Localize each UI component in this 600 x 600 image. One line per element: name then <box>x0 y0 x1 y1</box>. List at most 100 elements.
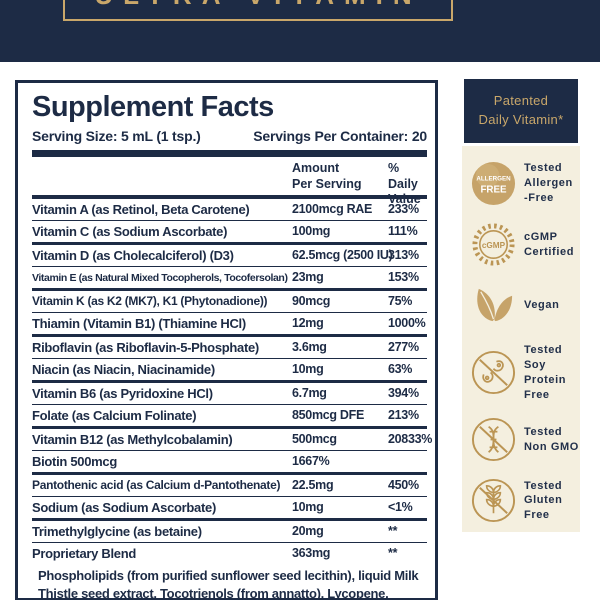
svg-text:ALLERGEN: ALLERGEN <box>476 176 511 183</box>
nutrient-amount: 3.6mg <box>292 340 327 354</box>
nutrient-daily-value: 213% <box>388 408 419 422</box>
nutrient-amount: 20mg <box>292 524 324 538</box>
non-gmo-dna-icon <box>470 416 517 463</box>
supplement-facts-panel: Supplement Facts Serving Size: 5 mL (1 t… <box>15 80 438 600</box>
cgmp-seal-icon: cGMP <box>470 221 517 268</box>
nutrient-daily-value: 1000% <box>388 316 426 330</box>
badge-label: Tested Non GMO <box>524 426 579 453</box>
fact-row: Vitamin B6 (as Pyridoxine HCl) 6.7mg 394… <box>32 383 427 405</box>
panel-title: Supplement Facts <box>32 91 274 123</box>
nutrient-amount: 23mg <box>292 270 324 284</box>
fact-row: Niacin (as Niacin, Niacinamide) 10mg 63% <box>32 359 427 383</box>
nutrient-daily-value: 63% <box>388 362 413 376</box>
fact-row: Sodium (as Sodium Ascorbate) 10mg <1% <box>32 497 427 521</box>
fact-row: Thiamin (Vitamin B1) (Thiamine HCl) 12mg… <box>32 313 427 337</box>
fact-row: Biotin 500mcg 1667% <box>32 451 427 475</box>
fact-row: Pantothenic acid (as Calcium d-Pantothen… <box>32 475 427 497</box>
fact-row: Vitamin C (as Sodium Ascorbate) 100mg 11… <box>32 221 427 245</box>
nutrient-daily-value: ** <box>388 546 398 560</box>
nutrient-amount: 2100mcg RAE <box>292 202 373 216</box>
nutrient-amount: 363mg <box>292 546 331 560</box>
gluten-free-wheat-icon <box>470 477 517 524</box>
certification-badge: Tested Non GMO <box>470 416 580 463</box>
nutrient-name: Thiamin (Vitamin B1) (Thiamine HCl) <box>32 316 246 331</box>
nutrient-name: Vitamin B6 (as Pyridoxine HCl) <box>32 386 213 401</box>
nutrient-daily-value: 20833% <box>388 432 433 446</box>
nutrient-daily-value: 153% <box>388 270 419 284</box>
certification-badges-panel: ALLERGEN FREE Tested Allergen -Free cGMP … <box>462 146 580 532</box>
fact-row: Vitamin D (as Cholecalciferol) (D3) 62.5… <box>32 245 427 267</box>
nutrient-amount: 10mg <box>292 362 324 376</box>
column-header-amount: Amount Per Serving <box>292 161 362 191</box>
column-headers: Amount Per Serving % Daily Value <box>32 159 427 206</box>
divider-medium <box>32 195 427 199</box>
nutrient-daily-value: 394% <box>388 386 419 400</box>
nutrient-name: Folate (as Calcium Folinate) <box>32 408 197 423</box>
nutrient-daily-value: 233% <box>388 202 419 216</box>
column-header-daily-value: % Daily Value <box>388 161 421 207</box>
brand-box: ULTRA VITAMIN <box>63 0 453 21</box>
nutrient-amount: 10mg <box>292 500 324 514</box>
nutrient-name: Vitamin B12 (as Methylcobalamin) <box>32 432 233 447</box>
fact-row: Vitamin B12 (as Methylcobalamin) 500mcg … <box>32 429 432 451</box>
nutrient-daily-value: 111% <box>388 224 418 238</box>
nutrient-name: Proprietary Blend <box>32 546 136 561</box>
badge-label: cGMP Certified <box>524 230 575 258</box>
nutrient-name: Vitamin D (as Cholecalciferol) (D3) <box>32 248 234 263</box>
nutrient-daily-value: 313% <box>388 248 419 262</box>
nutrient-amount: 90mcg <box>292 294 331 308</box>
nutrient-daily-value: ** <box>388 524 398 538</box>
nutrient-amount: 62.5mcg (2500 IU) <box>292 248 393 262</box>
badge-label: Tested Gluten Free <box>524 479 563 522</box>
certification-badge: cGMP cGMP Certified <box>470 221 580 268</box>
fact-row: Vitamin E (as Natural Mixed Tocopherols,… <box>32 267 427 291</box>
nutrient-amount: 12mg <box>292 316 324 330</box>
nutrient-daily-value: <1% <box>388 500 413 514</box>
fact-row: Proprietary Blend 363mg ** <box>32 543 427 564</box>
brand-name: ULTRA VITAMIN <box>94 0 421 11</box>
soy-free-icon <box>470 349 517 396</box>
vegan-leaf-icon <box>470 282 517 329</box>
svg-text:FREE: FREE <box>480 184 507 195</box>
nutrient-amount: 22.5mg <box>292 478 334 492</box>
badge-label: Tested Allergen -Free <box>524 162 573 204</box>
svg-text:cGMP: cGMP <box>482 241 506 250</box>
fact-row: Riboflavin (as Riboflavin-5-Phosphate) 3… <box>32 337 427 359</box>
nutrient-name: Vitamin K (as K2 (MK7), K1 (Phytonadione… <box>32 294 268 308</box>
fact-row: Trimethylglycine (as betaine) 20mg ** <box>32 521 427 543</box>
nutrient-name: Biotin 500mcg <box>32 454 117 469</box>
header-band: ULTRA VITAMIN <box>0 0 600 62</box>
fact-row: Folate (as Calcium Folinate) 850mcg DFE … <box>32 405 427 429</box>
certification-badge: ALLERGEN FREE Tested Allergen -Free <box>470 160 580 207</box>
divider-thick <box>32 150 427 157</box>
allergen-free-badge-icon: ALLERGEN FREE <box>470 160 517 207</box>
nutrient-amount: 1667% <box>292 454 330 468</box>
nutrient-rows: Vitamin A (as Retinol, Beta Carotene) 21… <box>32 199 432 564</box>
nutrient-name: Trimethylglycine (as betaine) <box>32 524 202 539</box>
nutrient-name: Vitamin A (as Retinol, Beta Carotene) <box>32 202 250 217</box>
nutrient-daily-value: 277% <box>388 340 419 354</box>
nutrient-daily-value: 75% <box>388 294 413 308</box>
nutrient-amount: 850mcg DFE <box>292 408 365 422</box>
nutrient-name: Vitamin E (as Natural Mixed Tocopherols,… <box>32 272 288 284</box>
nutrient-name: Sodium (as Sodium Ascorbate) <box>32 500 216 515</box>
nutrient-name: Riboflavin (as Riboflavin-5-Phosphate) <box>32 340 259 355</box>
nutrient-amount: 6.7mg <box>292 386 327 400</box>
certification-badge: Tested Gluten Free <box>470 477 580 524</box>
badge-label: Vegan <box>524 299 560 312</box>
nutrient-name: Pantothenic acid (as Calcium d-Pantothen… <box>32 478 281 492</box>
certification-badge: Tested Soy Protein Free <box>470 343 580 402</box>
patented-daily-vitamin-box: Patented Daily Vitamin* <box>464 79 578 143</box>
nutrient-amount: 500mcg <box>292 432 337 446</box>
servings-per-container: Servings Per Container: 20 <box>253 128 427 144</box>
proprietary-blend-description: Phospholipids (from purified sunflower s… <box>38 568 419 600</box>
nutrient-name: Niacin (as Niacin, Niacinamide) <box>32 362 215 377</box>
badge-label: Tested Soy Protein Free <box>524 344 567 401</box>
nutrient-name: Vitamin C (as Sodium Ascorbate) <box>32 224 228 239</box>
nutrient-amount: 100mg <box>292 224 331 238</box>
fact-row: Vitamin K (as K2 (MK7), K1 (Phytonadione… <box>32 291 427 313</box>
patented-daily-vitamin-label: Patented Daily Vitamin* <box>478 93 564 127</box>
fact-row: Vitamin A (as Retinol, Beta Carotene) 21… <box>32 199 427 221</box>
certification-badge: Vegan <box>470 282 580 329</box>
